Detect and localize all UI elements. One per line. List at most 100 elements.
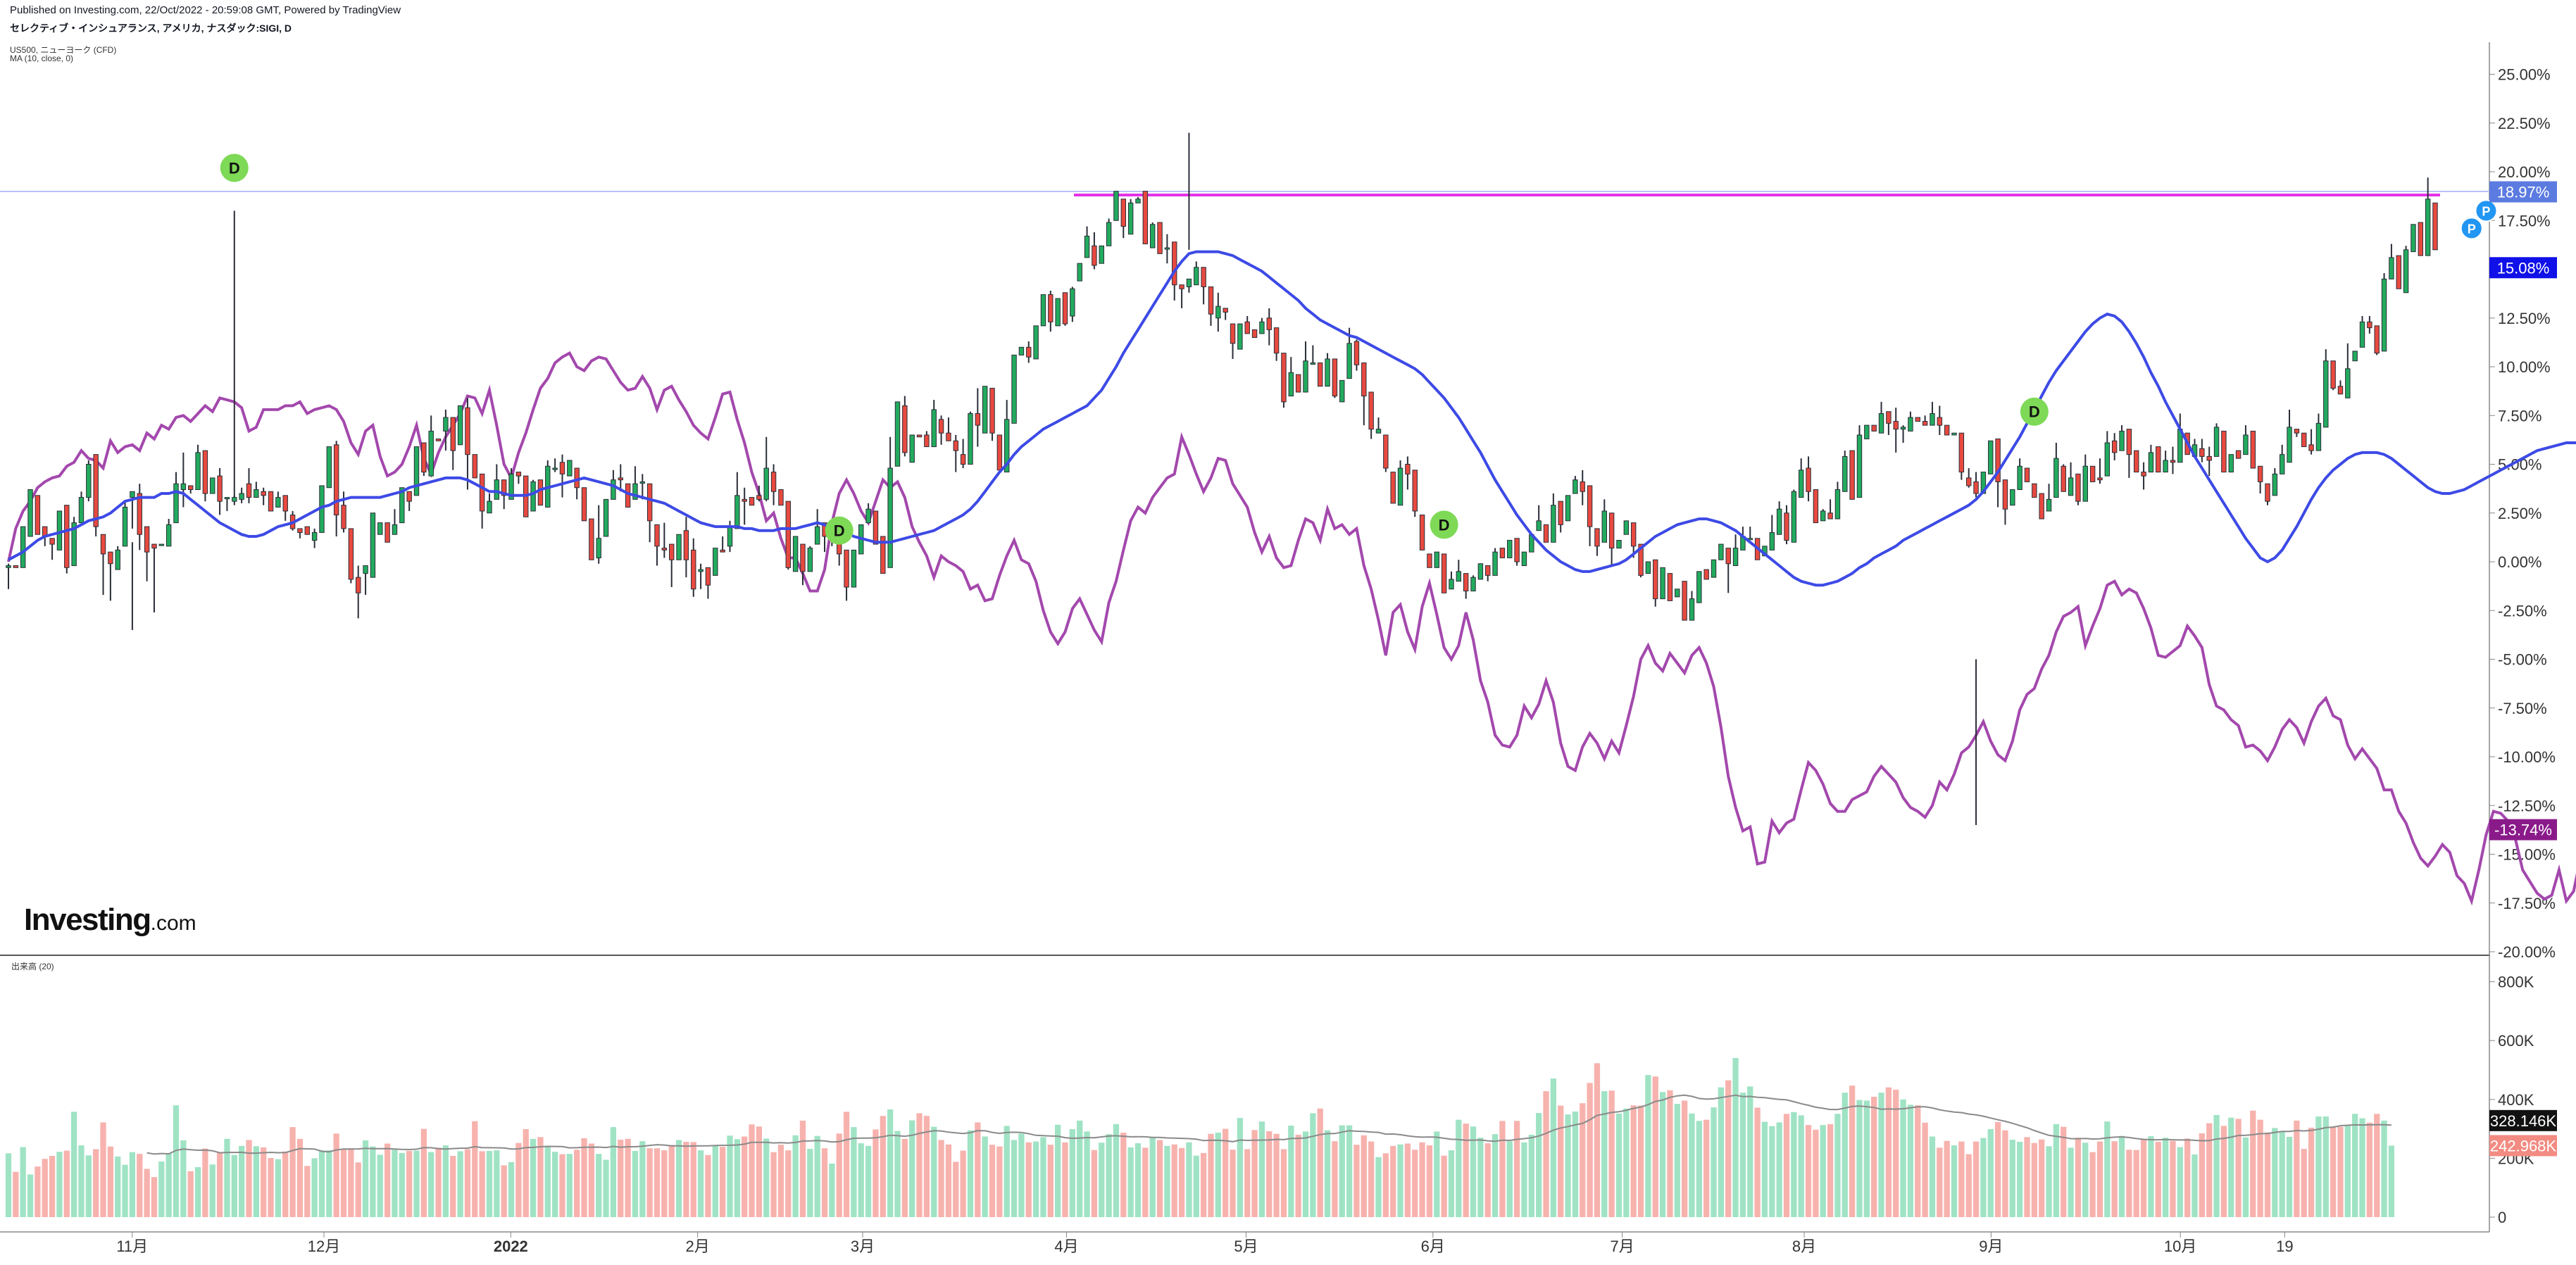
volume-bar: [1827, 1124, 1834, 1217]
volume-bar: [1288, 1126, 1294, 1217]
candle-up: [2228, 454, 2234, 473]
candle-up: [1070, 288, 1075, 317]
volume-bar: [435, 1147, 442, 1217]
volume-bar: [151, 1177, 158, 1217]
volume-bar: [2024, 1137, 2030, 1217]
dividend-marker-label: D: [1439, 516, 1450, 534]
candle-down: [1405, 464, 1411, 474]
candle-down: [2156, 446, 2161, 473]
candle-down: [844, 549, 849, 588]
volume-bar: [1434, 1131, 1440, 1217]
candle-down: [137, 493, 142, 535]
candle-up: [2279, 454, 2285, 474]
volume-bar: [144, 1169, 150, 1217]
volume-bar: [821, 1148, 828, 1217]
volume-bar: [1113, 1124, 1120, 1217]
price-axis-tick-label: -10.00%: [2498, 748, 2556, 766]
candle-up: [1551, 505, 1556, 543]
volume-bar: [494, 1150, 500, 1217]
candle-up: [552, 467, 558, 470]
candle-down: [2367, 321, 2372, 329]
candle-down: [2235, 450, 2242, 459]
volume-bar: [2155, 1141, 2161, 1217]
volume-bar: [836, 1133, 842, 1217]
candle-down: [975, 413, 981, 426]
volume-bar: [370, 1146, 376, 1217]
price-marker-label: P: [2482, 204, 2490, 218]
candle-down: [1784, 512, 1789, 541]
volume-bar: [953, 1162, 959, 1217]
price-axis-tick-label: 2.50%: [2498, 505, 2541, 522]
dividend-marker: [1430, 510, 1458, 539]
volume-bar: [2177, 1147, 2183, 1217]
candle-down: [1412, 470, 1418, 512]
volume-bar: [530, 1138, 537, 1217]
volume-bar: [697, 1150, 704, 1217]
volume-bar: [1572, 1111, 1579, 1217]
volume-bar: [2104, 1121, 2111, 1217]
investing-logo: Investing.com: [24, 902, 196, 938]
candle-down: [1653, 559, 1658, 600]
volume-bar: [1652, 1076, 1658, 1217]
candle-down: [1594, 528, 1600, 547]
volume-bar: [1937, 1147, 1943, 1217]
volume-bar: [1543, 1091, 1549, 1217]
candle-down: [2308, 444, 2314, 451]
candle-down: [1514, 538, 1520, 562]
candle-up: [676, 534, 682, 560]
volume-bar: [2082, 1143, 2089, 1217]
candle-down: [589, 518, 594, 560]
candle-up: [71, 522, 77, 567]
candle-down: [1703, 569, 1709, 580]
candle-down: [683, 530, 689, 560]
volume-bar: [1863, 1100, 1870, 1217]
candle-up: [1616, 540, 1622, 549]
candle-down: [1543, 524, 1549, 543]
volume-bar: [661, 1150, 668, 1217]
volume-bar: [246, 1140, 252, 1217]
candle-down: [873, 510, 879, 545]
volume-bar: [2220, 1126, 2227, 1217]
candle-up: [275, 497, 281, 508]
volume-bar: [1397, 1144, 1403, 1217]
candle-up: [6, 565, 11, 568]
candle-up: [413, 446, 420, 496]
candle-up: [1798, 470, 1804, 498]
volume-bar: [428, 1152, 434, 1217]
last-price-label-bg: [2489, 181, 2557, 203]
volume-bar: [618, 1140, 624, 1217]
volume-bar: [1513, 1121, 1520, 1217]
volume-bar: [1069, 1129, 1075, 1217]
volume-bar: [2009, 1140, 2015, 1217]
volume-bar: [1972, 1141, 1980, 1217]
volume-bar: [93, 1149, 99, 1217]
volume-bar: [2096, 1141, 2103, 1217]
volume-bar: [873, 1129, 879, 1217]
candle-up: [567, 460, 573, 477]
volume-bar: [1580, 1103, 1586, 1217]
candle-down: [217, 475, 223, 502]
volume-bar: [851, 1127, 857, 1217]
candle-up: [78, 497, 85, 524]
volume-bar: [1711, 1107, 1717, 1217]
candle-up: [887, 467, 893, 568]
volume-bar: [2272, 1128, 2278, 1217]
candle-up: [130, 491, 135, 498]
volume-bar: [2089, 1152, 2096, 1217]
volume-bar: [1565, 1114, 1571, 1217]
candle-up: [603, 498, 609, 537]
candle-down: [924, 434, 930, 448]
candle-up: [1988, 440, 1994, 474]
volume-bar: [1878, 1093, 1884, 1217]
candle-down: [2039, 493, 2044, 520]
candle-down: [1026, 346, 1032, 358]
volume-bar: [2264, 1132, 2271, 1217]
volume-bar: [1171, 1144, 1177, 1217]
dividend-marker-label: D: [229, 159, 240, 177]
candle-up: [1856, 434, 1863, 498]
volume-bar: [1346, 1125, 1353, 1217]
volume-ma-value-label: 328.146K: [2490, 1112, 2557, 1130]
volume-bar: [1805, 1125, 1812, 1217]
volume-bar: [122, 1164, 128, 1217]
